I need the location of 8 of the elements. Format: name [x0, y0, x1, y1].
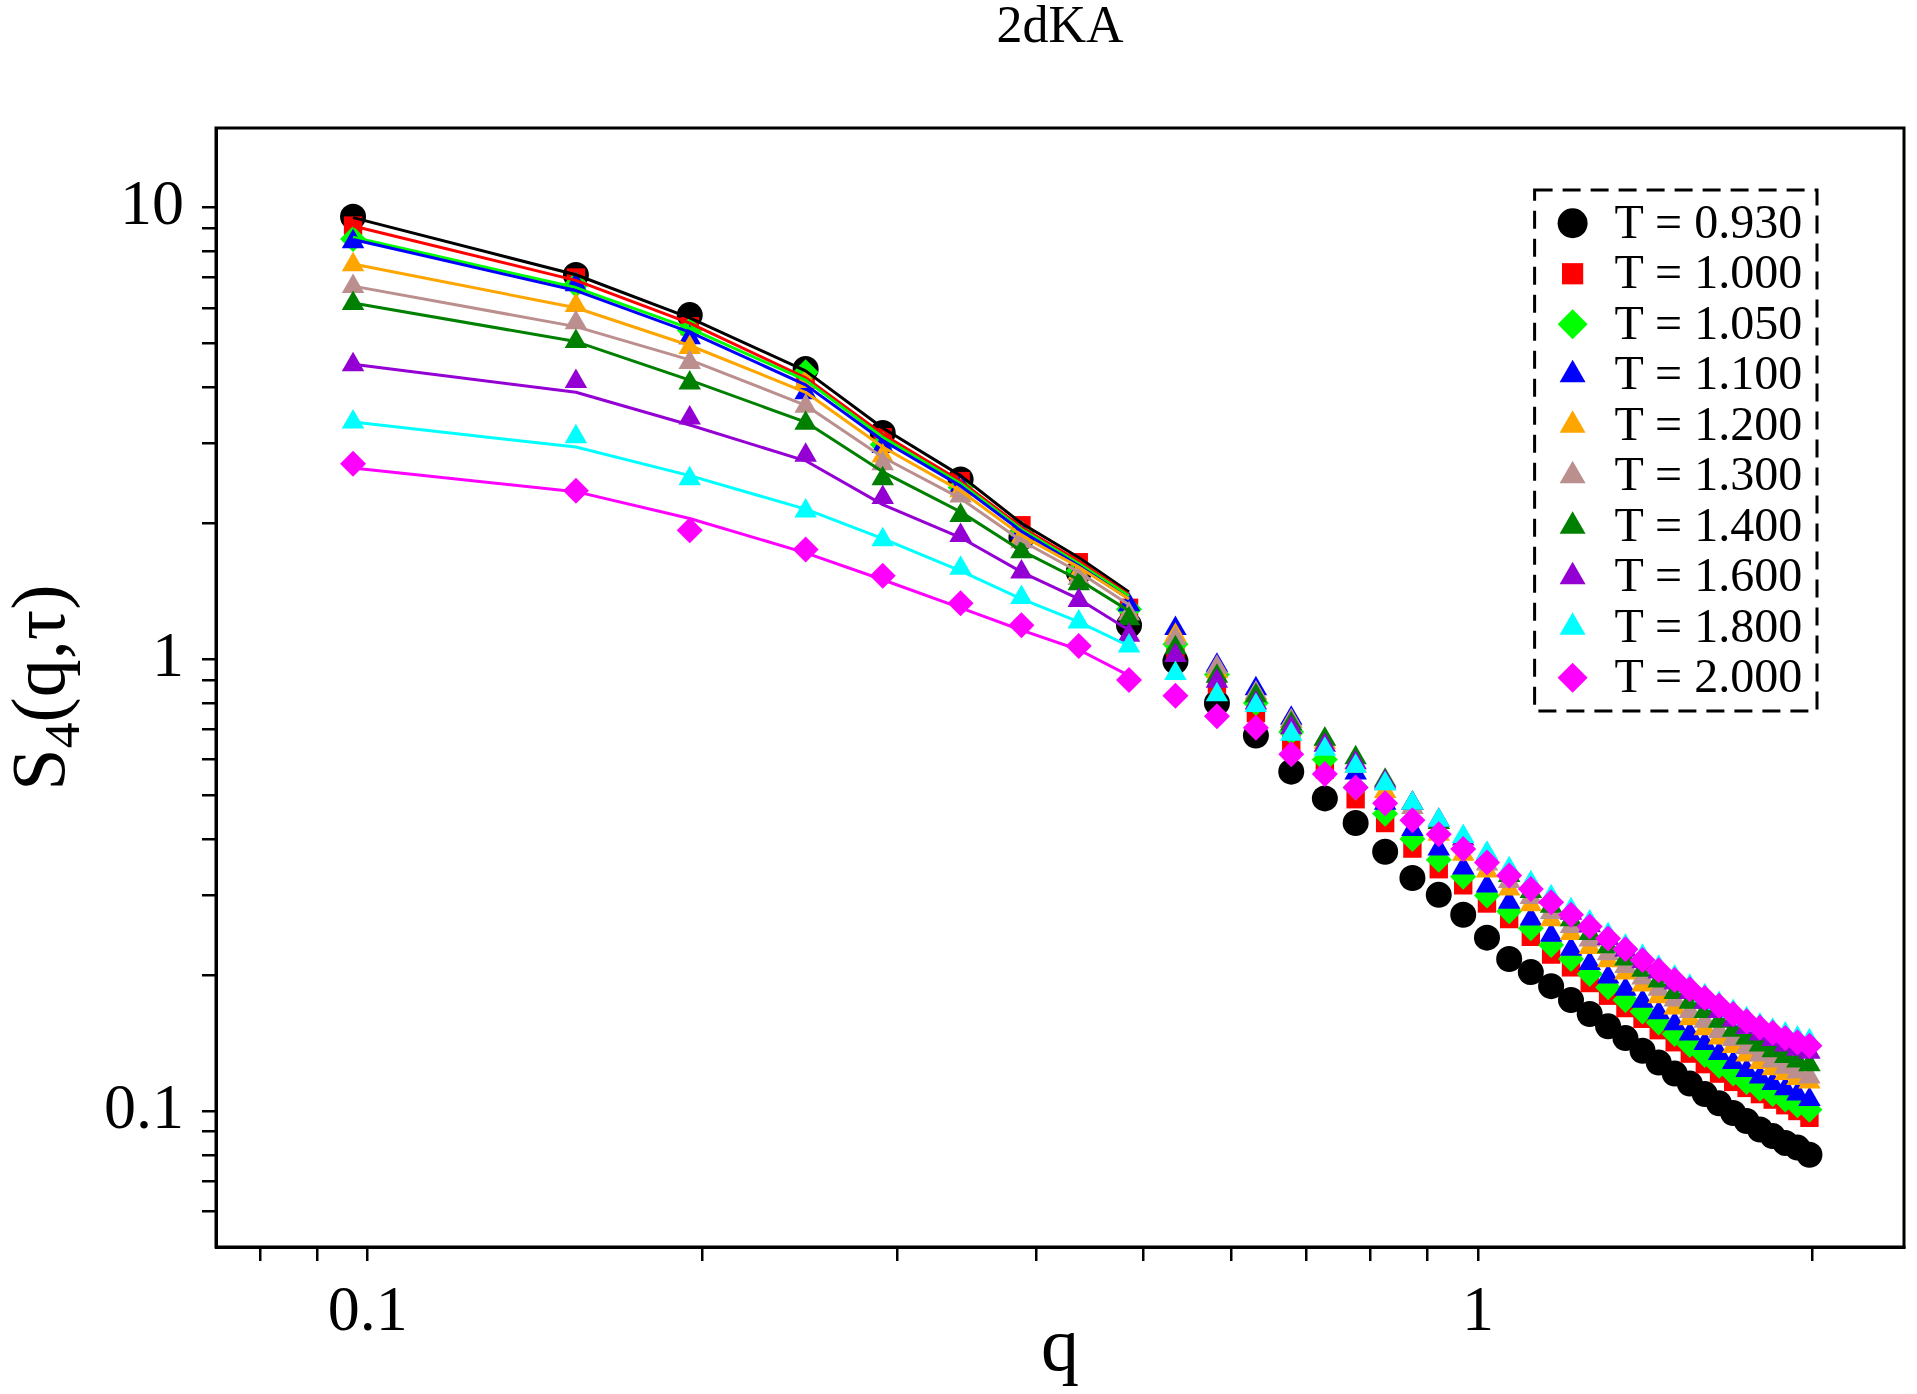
y-tick-label: 10 — [120, 167, 184, 239]
y-axis-title: S4(q,τ) — [0, 584, 90, 791]
x-axis-title: q — [1041, 1301, 1079, 1386]
chart-title: 2dKA — [996, 0, 1124, 53]
legend-label: T = 0.930 — [1614, 194, 1803, 248]
legend-label: T = 2.000 — [1614, 649, 1803, 703]
y-tick-label: 0.1 — [104, 1070, 184, 1142]
y-tick-label: 1 — [152, 619, 184, 691]
